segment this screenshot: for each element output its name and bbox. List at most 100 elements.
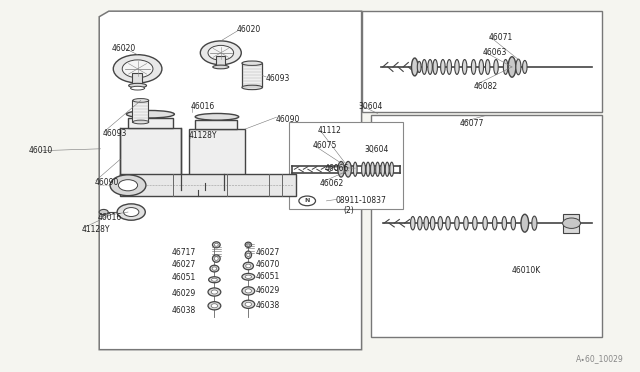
Ellipse shape <box>345 161 351 177</box>
Text: 46082: 46082 <box>474 82 498 91</box>
Bar <box>563 214 579 232</box>
Ellipse shape <box>483 217 488 230</box>
Text: 46063: 46063 <box>483 48 507 57</box>
Ellipse shape <box>242 61 262 65</box>
Text: 46093: 46093 <box>102 129 127 138</box>
Ellipse shape <box>522 61 527 74</box>
Ellipse shape <box>214 243 218 246</box>
Text: 46066: 46066 <box>324 164 349 173</box>
Circle shape <box>563 218 580 228</box>
Text: N: N <box>305 198 310 203</box>
Ellipse shape <box>247 244 250 246</box>
Circle shape <box>113 55 162 83</box>
Ellipse shape <box>245 302 252 307</box>
Ellipse shape <box>417 61 421 73</box>
Text: 46070: 46070 <box>256 260 280 269</box>
Circle shape <box>124 208 139 217</box>
Ellipse shape <box>208 302 221 310</box>
Text: 41128Y: 41128Y <box>189 131 218 140</box>
Circle shape <box>118 180 138 191</box>
Ellipse shape <box>195 113 239 120</box>
Ellipse shape <box>212 242 220 248</box>
Ellipse shape <box>242 300 255 308</box>
Ellipse shape <box>353 162 357 176</box>
Ellipse shape <box>338 161 344 177</box>
Ellipse shape <box>243 262 253 270</box>
Text: 41112: 41112 <box>318 126 342 135</box>
Bar <box>120 128 181 190</box>
Ellipse shape <box>471 60 476 74</box>
Bar <box>189 129 245 183</box>
Ellipse shape <box>438 217 443 230</box>
Ellipse shape <box>447 60 452 74</box>
Circle shape <box>99 209 108 215</box>
Ellipse shape <box>516 59 521 75</box>
Ellipse shape <box>431 217 435 230</box>
Ellipse shape <box>521 214 529 232</box>
Ellipse shape <box>242 273 255 280</box>
Ellipse shape <box>212 65 229 69</box>
Ellipse shape <box>494 60 499 74</box>
Circle shape <box>200 41 241 65</box>
Ellipse shape <box>422 60 427 74</box>
Bar <box>120 174 296 196</box>
Ellipse shape <box>502 217 507 230</box>
Bar <box>132 100 148 122</box>
Text: 46077: 46077 <box>460 119 484 128</box>
Ellipse shape <box>371 162 374 176</box>
Text: 41128Y: 41128Y <box>82 225 111 234</box>
Text: 46027: 46027 <box>172 260 196 269</box>
Text: 46029: 46029 <box>256 286 280 295</box>
Bar <box>242 63 262 87</box>
Text: 46075: 46075 <box>312 141 337 150</box>
Ellipse shape <box>479 60 484 74</box>
Ellipse shape <box>366 162 370 176</box>
Bar <box>195 120 237 129</box>
Text: 46051: 46051 <box>256 272 280 280</box>
Ellipse shape <box>472 217 477 230</box>
Ellipse shape <box>242 85 262 90</box>
Ellipse shape <box>211 290 218 294</box>
Text: 46020: 46020 <box>237 25 261 34</box>
Ellipse shape <box>381 162 385 176</box>
Text: 46051: 46051 <box>172 273 196 282</box>
Polygon shape <box>371 115 602 337</box>
Text: 46093: 46093 <box>266 74 290 83</box>
Ellipse shape <box>129 83 147 88</box>
Ellipse shape <box>362 162 365 176</box>
Ellipse shape <box>508 57 516 77</box>
Ellipse shape <box>412 58 418 76</box>
Text: 46090: 46090 <box>95 178 119 187</box>
Text: 46038: 46038 <box>256 301 280 310</box>
Text: 46029: 46029 <box>172 289 196 298</box>
Ellipse shape <box>454 217 460 230</box>
Polygon shape <box>99 11 362 350</box>
Polygon shape <box>289 122 403 209</box>
Text: 46090: 46090 <box>275 115 300 124</box>
Ellipse shape <box>211 278 218 281</box>
Ellipse shape <box>245 251 252 259</box>
Ellipse shape <box>532 216 537 230</box>
Ellipse shape <box>210 265 219 272</box>
Text: 46038: 46038 <box>172 306 196 315</box>
Circle shape <box>299 196 316 206</box>
Text: 46020: 46020 <box>112 44 136 53</box>
Ellipse shape <box>246 264 251 268</box>
Ellipse shape <box>424 217 429 230</box>
Text: 46010: 46010 <box>29 146 53 155</box>
Ellipse shape <box>245 242 252 247</box>
Ellipse shape <box>454 60 460 74</box>
Ellipse shape <box>212 255 220 262</box>
Ellipse shape <box>245 289 252 293</box>
Text: 30604: 30604 <box>358 102 383 110</box>
Ellipse shape <box>462 60 467 74</box>
Text: 46062: 46062 <box>319 179 344 188</box>
Text: 30604: 30604 <box>365 145 389 154</box>
Ellipse shape <box>209 277 220 283</box>
Text: 46027: 46027 <box>256 248 280 257</box>
Ellipse shape <box>133 120 149 124</box>
Ellipse shape <box>133 99 149 102</box>
Ellipse shape <box>214 257 218 260</box>
Ellipse shape <box>504 60 508 74</box>
Ellipse shape <box>126 110 174 118</box>
